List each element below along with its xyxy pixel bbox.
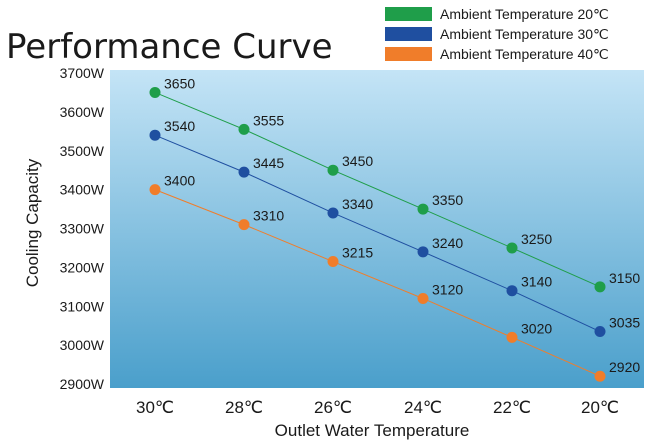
- data-point: [238, 219, 250, 231]
- y-tick-label: 3400W: [60, 182, 105, 198]
- data-point: [594, 281, 606, 293]
- data-point: [506, 285, 518, 297]
- data-label: 3310: [253, 208, 284, 224]
- data-point: [594, 370, 606, 382]
- legend-label: Ambient Temperature 20℃: [440, 6, 609, 22]
- y-tick-label: 3300W: [60, 221, 105, 237]
- data-point: [417, 292, 429, 304]
- series-line: [154, 91, 601, 288]
- legend-swatch: [385, 7, 432, 21]
- data-label: 3350: [432, 192, 463, 208]
- data-label: 3450: [342, 153, 373, 169]
- y-tick-label: 3200W: [60, 259, 105, 275]
- data-label: 3340: [342, 196, 373, 212]
- x-axis-label: Outlet Water Temperature: [275, 421, 470, 440]
- y-tick-label: 2900W: [60, 376, 105, 392]
- series-lines: [154, 91, 601, 377]
- x-tick-label: 28℃: [225, 398, 263, 417]
- legend-label: Ambient Temperature 40℃: [440, 46, 609, 62]
- chart-title: Performance Curve: [6, 27, 333, 67]
- x-tick-label: 20℃: [581, 398, 619, 417]
- data-label: 2920: [609, 359, 640, 375]
- data-point: [327, 256, 339, 268]
- y-tick-label: 3700W: [60, 65, 105, 81]
- series-line: [154, 189, 601, 377]
- data-label: 3400: [164, 173, 195, 189]
- data-point: [417, 203, 429, 215]
- y-axis-ticks: 2900W 3000W 3100W 3200W 3300W 3400W 3500W 3600W…: [60, 65, 105, 392]
- data-point: [594, 326, 606, 338]
- legend-swatch: [385, 27, 432, 41]
- data-point: [506, 242, 518, 254]
- series-points: [149, 86, 606, 382]
- data-point: [417, 246, 429, 258]
- x-tick-label: 30℃: [136, 398, 174, 417]
- data-label: 3250: [521, 231, 552, 247]
- y-tick-label: 3000W: [60, 337, 105, 353]
- data-label: 3215: [342, 245, 373, 261]
- data-label: 3150: [609, 270, 640, 286]
- data-point: [238, 123, 250, 135]
- data-point: [149, 129, 161, 141]
- data-label: 3240: [432, 235, 463, 251]
- legend: Ambient Temperature 20℃ Ambient Temperatu…: [385, 6, 609, 62]
- data-point: [149, 184, 161, 196]
- y-tick-label: 3100W: [60, 298, 105, 314]
- series-line: [154, 134, 601, 332]
- data-label: 3445: [253, 155, 284, 171]
- data-labels: 3650 3555 3450 3350 3250 3150 3540 3445 3340 3240…: [164, 75, 640, 375]
- plot-background: [110, 70, 644, 388]
- data-point: [506, 331, 518, 343]
- x-tick-label: 24℃: [404, 398, 442, 417]
- legend-label: Ambient Temperature 30℃: [440, 26, 609, 42]
- x-tick-label: 26℃: [314, 398, 352, 417]
- x-tick-label: 22℃: [493, 398, 531, 417]
- legend-swatch: [385, 47, 432, 61]
- data-label: 3120: [432, 281, 463, 297]
- data-label: 3020: [521, 320, 552, 336]
- y-tick-label: 3600W: [60, 104, 105, 120]
- data-label: 3540: [164, 118, 195, 134]
- data-point: [327, 207, 339, 219]
- y-tick-label: 3500W: [60, 143, 105, 159]
- y-axis-label: Cooling Capacity: [23, 158, 42, 287]
- data-label: 3650: [164, 75, 195, 91]
- x-axis-ticks: 30℃ 28℃ 26℃ 24℃ 22℃ 20℃: [136, 398, 619, 417]
- data-label: 3035: [609, 315, 640, 331]
- data-point: [149, 86, 161, 98]
- data-label: 3140: [521, 274, 552, 290]
- data-label: 3555: [253, 112, 284, 128]
- data-point: [327, 164, 339, 176]
- data-point: [238, 166, 250, 178]
